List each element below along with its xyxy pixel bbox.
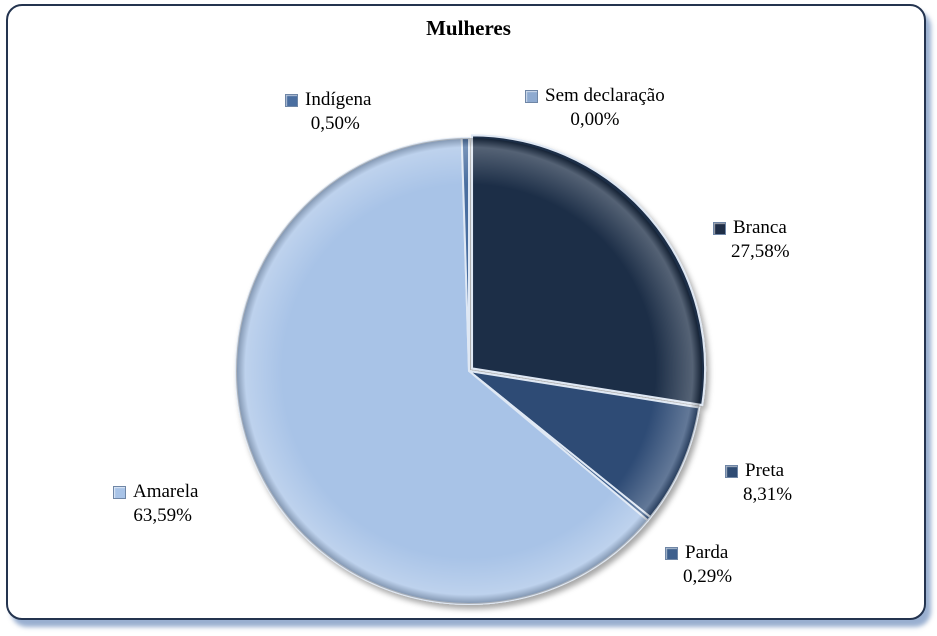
indigena-name: Indígena	[305, 89, 372, 110]
amarela-value: 63,59%	[133, 505, 192, 526]
legend-label-branca: Branca 27,58%	[713, 216, 790, 264]
legend-label-amarela: Amarela 63,59%	[113, 480, 198, 528]
amarela-name: Amarela	[133, 481, 199, 502]
indigena-marker-icon	[285, 93, 298, 107]
branca-marker-icon	[713, 221, 726, 235]
legend-label-sem-declaracao: Sem declaração 0,00%	[525, 84, 665, 132]
preta-marker-icon	[725, 464, 738, 478]
amarela-marker-icon	[113, 485, 126, 499]
branca-value: 27,58%	[731, 241, 790, 262]
preta-value: 8,31%	[743, 484, 793, 505]
branca-name: Branca	[733, 217, 787, 238]
parda-marker-icon	[665, 546, 678, 560]
parda-name: Parda	[685, 542, 729, 563]
pie-slice-branca	[471, 134, 707, 407]
sem-declaracao-value: 0,00%	[570, 109, 620, 130]
parda-value: 0,29%	[683, 566, 733, 587]
sem-declaracao-marker-icon	[525, 89, 538, 103]
chart-title: Mulheres	[426, 16, 511, 40]
sem-declaracao-name: Sem declaração	[545, 85, 665, 106]
legend-label-indigena: Indígena 0,50%	[285, 88, 371, 136]
indigena-value: 0,50%	[310, 113, 360, 134]
preta-name: Preta	[745, 460, 785, 481]
legend-label-preta: Preta 8,31%	[725, 459, 792, 507]
legend-label-parda: Parda 0,29%	[665, 541, 732, 589]
